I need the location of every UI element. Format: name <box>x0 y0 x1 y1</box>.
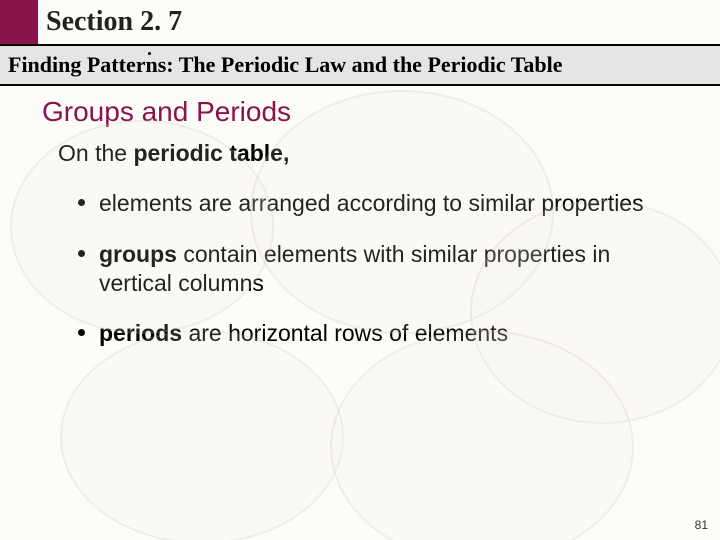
bullet-dot-icon <box>78 329 85 336</box>
section-color-block <box>0 0 38 44</box>
subtitle-text: Finding Patterns: The Periodic Law and t… <box>0 52 563 78</box>
subtitle-bar: Finding Patterns: The Periodic Law and t… <box>0 44 720 86</box>
subtitle-dot <box>148 52 151 55</box>
section-bar: Section 2. 7 <box>0 0 720 44</box>
section-title: Section 2. 7 <box>38 6 182 38</box>
bg-cell <box>60 330 344 540</box>
bg-cell <box>10 120 274 334</box>
page-number: 81 <box>695 518 708 532</box>
slide: Section 2. 7 Finding Patterns: The Perio… <box>0 0 720 540</box>
